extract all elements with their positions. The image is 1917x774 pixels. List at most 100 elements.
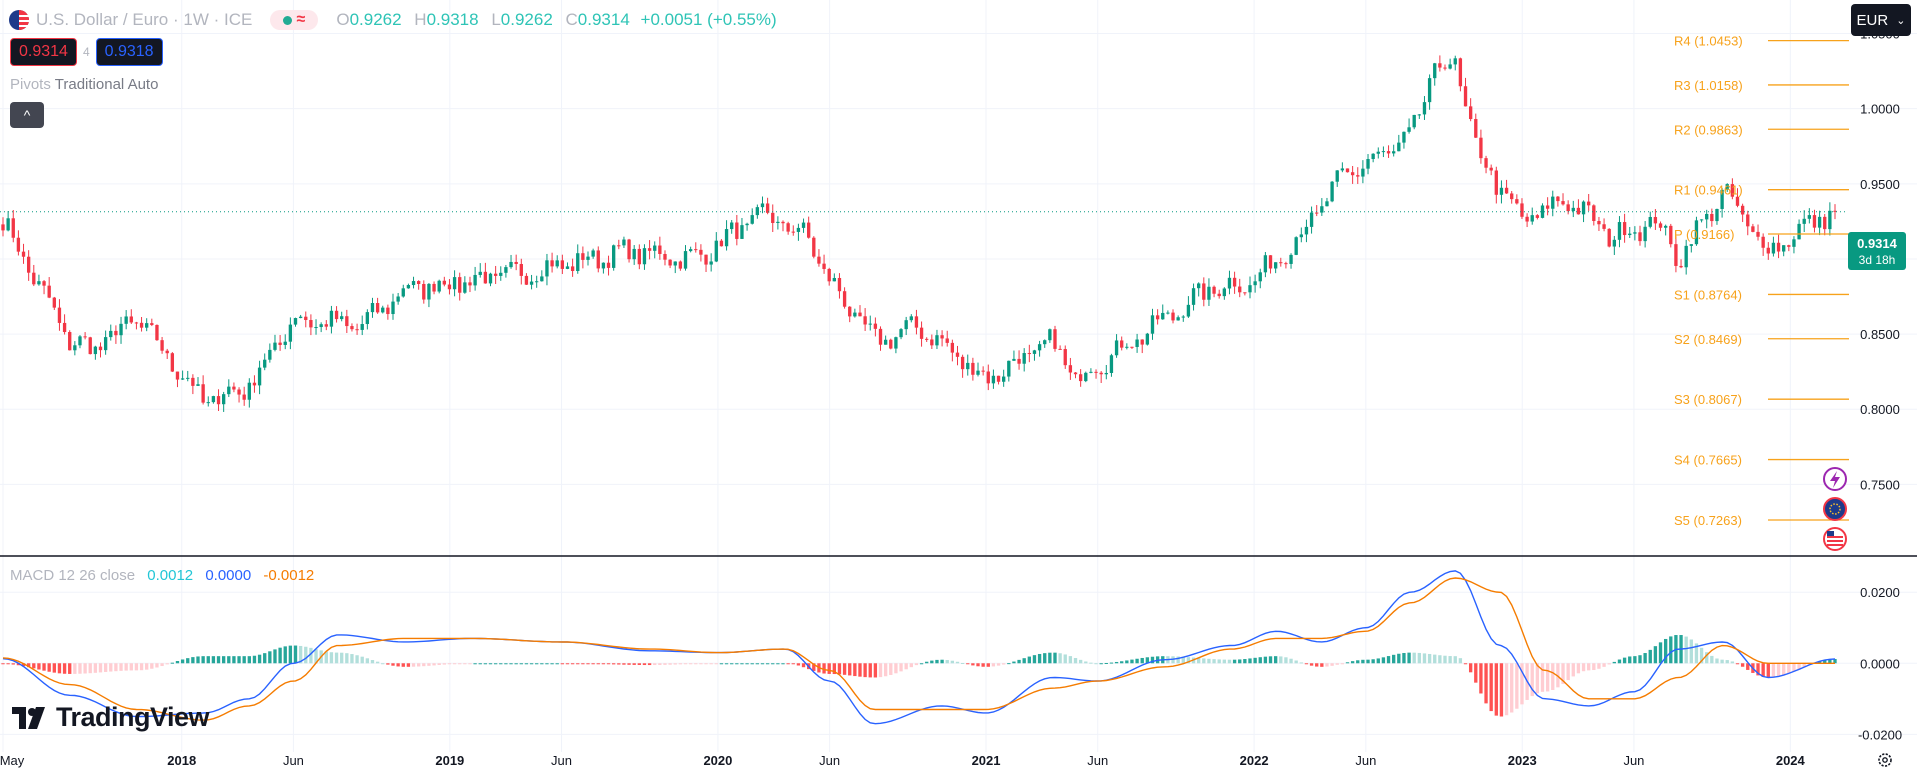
histogram-bar [16, 663, 21, 666]
histogram-bar [324, 651, 328, 664]
histogram-bar [447, 663, 452, 665]
candle [1304, 219, 1309, 243]
candle [848, 306, 852, 323]
candle [263, 353, 267, 371]
histogram-bar [1797, 663, 1801, 670]
candle [1397, 134, 1401, 152]
candle [730, 220, 734, 234]
candle [622, 236, 626, 248]
pivots-indicator-label[interactable]: Pivots Traditional Auto [10, 76, 159, 93]
histogram-bar [109, 663, 113, 672]
candle [1068, 357, 1073, 380]
candle [688, 246, 693, 253]
histogram-bar [298, 645, 303, 664]
histogram-bar [221, 656, 226, 664]
histogram-bar [1782, 663, 1786, 676]
eu-flag-icon[interactable] [1823, 497, 1847, 521]
candle [596, 246, 600, 273]
histogram-bar [519, 663, 523, 665]
symbol-title[interactable]: U.S. Dollar / Euro · 1W · ICE [36, 10, 253, 29]
candle [170, 352, 175, 373]
histogram-bar [1022, 658, 1026, 664]
candle [1371, 153, 1375, 163]
histogram-bar [966, 663, 970, 665]
histogram-bar [745, 663, 749, 665]
currency-selector[interactable]: EUR ⌄ [1851, 4, 1911, 36]
bar-countdown: 3d 18h [1859, 253, 1896, 267]
lightning-icon[interactable] [1823, 467, 1847, 491]
macd-indicator-label[interactable]: MACD 12 26 close 0.0012 0.0000 -0.0012 [10, 567, 315, 584]
histogram-value: -0.0012 [263, 567, 315, 584]
buy-price-button[interactable]: 0.9318 [95, 38, 163, 66]
histogram-bar [1043, 653, 1047, 664]
histogram-bar [1279, 656, 1283, 664]
histogram-bar [1243, 659, 1247, 664]
candle [1161, 304, 1165, 320]
candle [375, 297, 380, 314]
histogram-bar [1294, 660, 1298, 664]
candle [514, 254, 518, 271]
collapse-indicators-button[interactable]: ^ [10, 102, 44, 128]
histogram-bar [935, 659, 939, 664]
candle [524, 273, 529, 285]
candle [355, 323, 359, 335]
candle [304, 311, 308, 328]
histogram-bar [1273, 656, 1278, 664]
candle [201, 375, 205, 405]
histogram-bar [791, 663, 795, 665]
sell-price-button[interactable]: 0.9314 [10, 38, 77, 66]
candle [883, 335, 888, 345]
settings-gear-icon[interactable] [1878, 753, 1892, 767]
candle [1309, 206, 1314, 234]
candle [925, 337, 929, 342]
histogram-bar [1361, 659, 1365, 664]
histogram-bar [1576, 663, 1581, 674]
candle [560, 254, 565, 275]
candle [1289, 253, 1293, 269]
candle [1207, 278, 1211, 306]
candle [1520, 198, 1524, 219]
candle [370, 297, 375, 318]
candle [386, 304, 390, 320]
histogram-bar [1325, 663, 1329, 667]
candle [1453, 55, 1457, 71]
pivot-label: R4 (1.0453) [1674, 34, 1743, 49]
tradingview-logo-text: TradingView [56, 702, 210, 732]
histogram-bar [1289, 658, 1293, 664]
candle [1094, 369, 1098, 379]
candle [1787, 244, 1791, 252]
histogram-bar [1068, 656, 1073, 664]
candle [1694, 216, 1699, 246]
histogram-bar [617, 663, 621, 665]
candle [529, 274, 534, 290]
candle [1392, 144, 1396, 157]
candle [32, 264, 36, 287]
histogram-bar [540, 663, 544, 665]
candle [1089, 368, 1093, 374]
histogram-bar [1479, 663, 1483, 694]
histogram-bar [586, 663, 590, 665]
candle [416, 280, 421, 290]
candle [1202, 277, 1206, 307]
candle [1407, 118, 1411, 134]
pivot-levels: R4 (1.0453) R3 (1.0158) R2 (0.9863) R1 (0.9… [1674, 34, 1849, 528]
histogram-bar [98, 663, 103, 673]
candle [837, 273, 842, 299]
us-flag-icon[interactable] [1823, 527, 1847, 551]
histogram-bar [1217, 659, 1221, 664]
histogram-bar [206, 656, 210, 664]
time-tick-label: 2024 [1776, 753, 1806, 768]
candle [1320, 198, 1324, 216]
candle [1705, 209, 1709, 229]
histogram-bar [1027, 656, 1031, 664]
tradingview-logo[interactable]: TradingView [12, 702, 210, 733]
market-status-badge[interactable]: ≈ [270, 10, 319, 30]
candle [1525, 213, 1529, 228]
histogram-bar [452, 663, 457, 665]
histogram-bar [1484, 663, 1488, 704]
candle [1725, 183, 1729, 192]
histogram-bar [165, 663, 169, 665]
candle [745, 222, 749, 231]
candle [1540, 203, 1545, 219]
